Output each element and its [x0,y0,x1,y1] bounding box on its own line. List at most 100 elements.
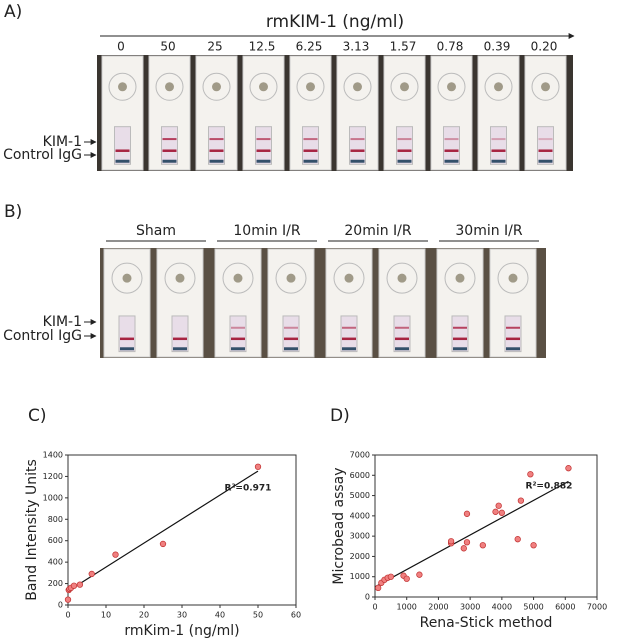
test-window [171,315,189,353]
concentration-label: 0.39 [484,40,511,54]
test-window [504,315,522,353]
data-point [565,465,572,472]
test-band [491,138,506,141]
group-label: Sham [136,223,176,239]
test-band [209,138,224,141]
x-tick-label: 4000 [492,603,512,612]
data-point [375,584,382,592]
test-band [453,326,467,329]
strip-end [256,159,271,163]
test-window [396,126,413,165]
sample-well [484,72,513,101]
test-window [161,126,178,165]
concentration-label: 3.13 [343,40,370,54]
sample-dot [259,82,268,92]
data-point [495,502,502,509]
control-band [538,149,553,152]
data-point [403,575,410,582]
sample-dot [541,82,550,92]
y-tick-label: 0 [58,601,63,610]
y-tick-label: 2000 [350,552,370,561]
sample-dot [508,273,518,283]
x-tick-label: 30 [177,611,187,620]
sample-dot [494,82,503,92]
data-point [492,508,499,515]
panel-label: A) [4,2,22,22]
test-window [340,315,358,353]
y-axis-label: Microbead assay [331,467,347,584]
data-point [463,510,471,517]
test-window [114,126,131,165]
strip-end [120,347,134,351]
control-band [256,149,271,152]
sample-dot [353,82,362,92]
sample-dot [400,82,409,92]
sample-well [275,262,307,294]
sample-dot [455,273,465,283]
test-window [282,315,300,353]
test-window [302,126,319,165]
sample-well [497,262,529,294]
strip-end [342,347,356,351]
group-label: 20min I/R [344,223,412,239]
data-point [88,570,95,578]
strip-end [231,347,245,351]
band-label: KIM-1 [43,134,82,150]
test-band [231,326,245,329]
sample-well [111,262,143,294]
sample-well [390,72,419,101]
x-tick-label: 20 [139,611,149,620]
control-band [120,337,134,341]
sample-well [444,262,476,294]
strip-end [350,159,365,163]
control-band [395,337,409,341]
sample-well [531,72,560,101]
data-point [254,463,262,470]
test-band [538,138,553,141]
x-tick-label: 50 [253,611,263,620]
test-band [162,138,177,141]
data-point [498,509,506,516]
strip-end [209,159,224,163]
sample-well [386,262,418,294]
control-band [453,337,467,341]
data-point [112,551,119,558]
y-tick-label: 7000 [350,451,370,460]
x-tick-label: 1000 [397,603,417,612]
sample-dot [212,82,221,92]
data-point [76,581,84,588]
control-band [303,149,318,152]
y-tick-label: 6000 [350,471,370,480]
x-tick-label: 6000 [555,603,575,612]
sample-dot [447,82,456,92]
axis-title: rmKIM-1 (ng/ml) [266,12,404,32]
data-point [517,497,525,504]
test-window [349,126,366,165]
strip-end [115,159,130,163]
x-tick-label: 10 [101,611,111,620]
y-tick-label: 4000 [350,511,370,520]
test-window [208,126,225,165]
data-point [514,536,521,543]
data-point [70,582,78,589]
control-band [506,337,520,341]
y-tick-label: 1000 [350,572,370,581]
test-band [303,138,318,141]
x-tick-label: 0 [65,611,70,620]
concentration-label: 0 [117,40,125,54]
control-band [162,149,177,152]
sample-well [437,72,466,101]
strip-end [395,347,409,351]
control-band [173,337,187,341]
x-tick-label: 60 [291,611,301,620]
y-tick-label: 3000 [350,532,370,541]
x-axis-label: Rena-Stick method [420,615,553,631]
control-band [350,149,365,152]
y-tick-label: 1400 [43,451,63,460]
test-window [229,315,247,353]
test-band [256,138,271,141]
test-band [506,326,520,329]
test-band [284,326,298,329]
y-tick-label: 0 [365,593,370,602]
